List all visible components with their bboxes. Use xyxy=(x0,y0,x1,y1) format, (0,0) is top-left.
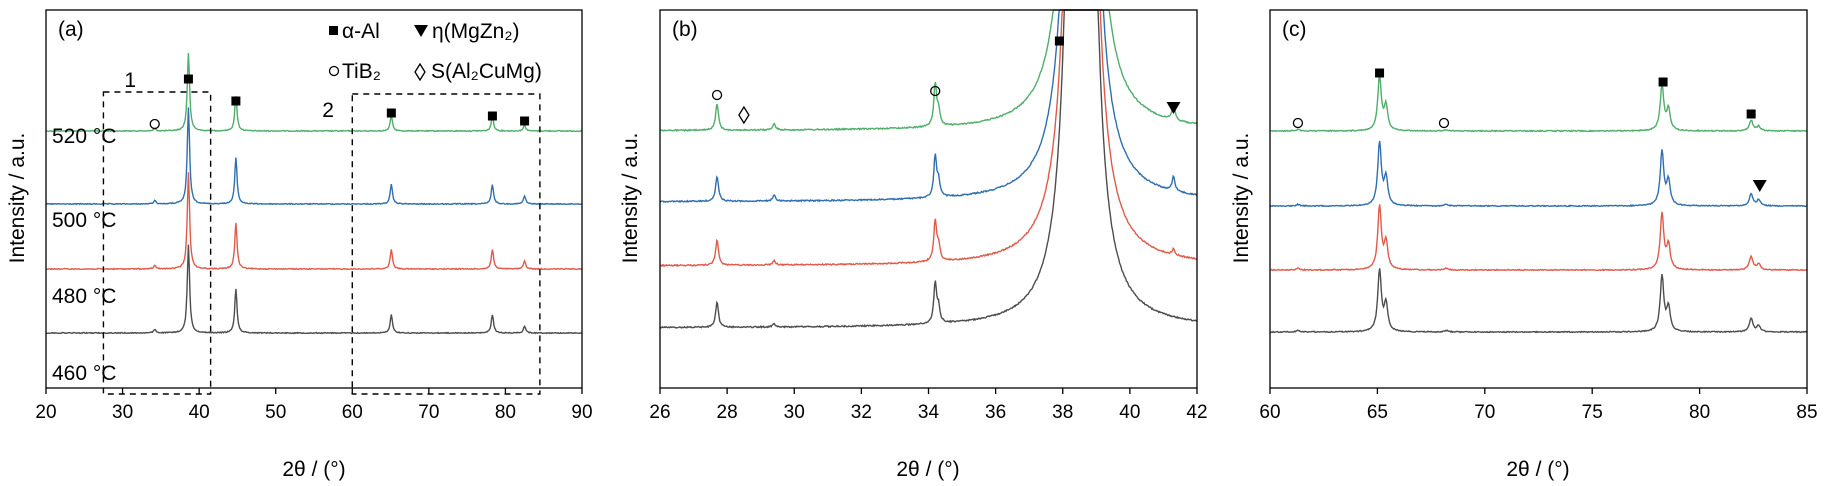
panel-a-xticks: 20 30 40 50 60 70 80 90 xyxy=(35,388,593,423)
panel-a-marker-filled-square-78.3 xyxy=(487,111,497,121)
panel-b-markers xyxy=(711,36,1181,125)
panel-c-marker-open-circle-68.1 xyxy=(1438,117,1450,129)
legend-tib2-marker xyxy=(328,65,340,77)
panel-c-ylabel: Intensity / a.u. xyxy=(1230,133,1253,264)
panel-b-xtick-label-38: 38 xyxy=(1052,402,1073,423)
series-label-480: 480 °C xyxy=(52,285,116,308)
panel-b-xtick-label-42: 42 xyxy=(1186,402,1207,423)
panel-a-marker-filled-square-82.5 xyxy=(520,116,530,126)
panel-a-series-480 xyxy=(46,172,583,271)
dashed-box-2 xyxy=(351,93,541,395)
panel-a-marker-filled-square-38.6 xyxy=(183,74,193,84)
panel-a-xtick-label-40: 40 xyxy=(189,402,210,423)
legend-eta-label: η(MgZn₂) xyxy=(432,20,520,43)
panel-b-frame xyxy=(659,9,1198,389)
series-label-460: 460 °C xyxy=(52,362,116,385)
panel-b: Intensity / a.u. 26 28 30 32 34 36 38 40 42 (b) … xyxy=(619,9,1208,481)
panel-b-xtick-label-28: 28 xyxy=(717,402,738,423)
panel-b-marker-filled-square-37.9 xyxy=(1054,36,1064,46)
panel-a-label: (a) xyxy=(58,18,84,41)
series-label-520: 520 °C xyxy=(52,125,116,148)
panel-b-marker-filled-down-triangle-41.3 xyxy=(1166,102,1181,114)
panel-a-series xyxy=(45,52,583,335)
panel-b-series-500 xyxy=(659,9,1198,203)
panel-a-xtick-label-20: 20 xyxy=(35,402,56,423)
legend-eta-marker xyxy=(414,25,428,37)
panel-b-xticks: 26 28 30 32 34 36 38 40 42 xyxy=(649,388,1208,423)
panel-c-series-480 xyxy=(1269,204,1808,272)
panel-c-series-520 xyxy=(1269,74,1808,133)
panel-a-marker-filled-square-44.8 xyxy=(231,96,241,106)
dashed-box-label-1: 1 xyxy=(124,69,136,92)
panel-b-xtick-label-36: 36 xyxy=(985,402,1006,423)
panel-c-marker-open-circle-61.3 xyxy=(1292,117,1304,129)
panel-a-marker-filled-square-65.1 xyxy=(386,108,396,118)
panel-b-label: (b) xyxy=(672,18,698,41)
panel-c-marker-filled-square-82.4 xyxy=(1746,109,1756,119)
panel-b-marker-open-circle-34.2 xyxy=(930,85,941,97)
series-label-500: 500 °C xyxy=(52,209,116,232)
panel-c-label: (c) xyxy=(1282,18,1307,41)
panel-a-series-460 xyxy=(45,244,582,335)
panel-c-marker-filled-square-78.3 xyxy=(1658,77,1668,87)
panel-c-xtick-label-75: 75 xyxy=(1582,402,1603,423)
legend-s-marker xyxy=(414,62,426,82)
panel-a-xtick-label-80: 80 xyxy=(495,402,516,423)
panel-c-series-460 xyxy=(1269,268,1808,334)
panel-b-xtick-label-32: 32 xyxy=(851,402,872,423)
panel-a-ylabel: Intensity / a.u. xyxy=(6,133,29,264)
panel-a-xlabel: 2θ / (°) xyxy=(282,458,345,481)
panel-c-xtick-label-85: 85 xyxy=(1796,402,1817,423)
panel-b-xtick-label-30: 30 xyxy=(784,402,805,423)
panel-a-xtick-label-50: 50 xyxy=(265,402,286,423)
legend-tib2-label: TiB₂ xyxy=(342,60,381,83)
panel-a-xtick-label-90: 90 xyxy=(571,402,592,423)
panel-c-xtick-label-65: 65 xyxy=(1367,402,1388,423)
panel-a-xtick-label-70: 70 xyxy=(418,402,439,423)
panel-c-xtick-label-80: 80 xyxy=(1689,402,1710,423)
panel-a-markers xyxy=(149,74,530,130)
panel-c-series-500 xyxy=(1269,140,1808,208)
panel-c: Intensity / a.u. 60 65 70 75 80 85 (c) 2θ / (… xyxy=(1230,9,1818,481)
panel-b-marker-open-circle-27.7 xyxy=(711,89,723,101)
panel-c-xtick-label-60: 60 xyxy=(1259,402,1280,423)
panel-c-xlabel: 2θ / (°) xyxy=(1506,458,1569,481)
panel-c-frame xyxy=(1269,9,1808,389)
panel-c-series xyxy=(1269,74,1808,334)
legend-s-label: S(Al₂CuMg) xyxy=(431,60,542,83)
dashed-box-1 xyxy=(102,91,212,395)
panel-c-xtick-label-70: 70 xyxy=(1474,402,1495,423)
panel-b-series-460 xyxy=(659,9,1198,329)
legend-alpha-al-label: α-Al xyxy=(342,20,380,43)
panel-a-xtick-label-60: 60 xyxy=(342,402,363,423)
legend: α-Al η(MgZn₂) TiB₂ S(Al₂CuMg) xyxy=(328,20,542,83)
panel-a-marker-open-circle-34.2 xyxy=(149,118,160,130)
dashed-box-label-2: 2 xyxy=(322,99,334,122)
panel-a: Intensity / a.u. 12 20 30 40 50 60 70 80 90 (a)… xyxy=(6,9,593,481)
panel-b-xtick-label-40: 40 xyxy=(1119,402,1140,423)
legend-alpha-al-marker xyxy=(329,26,338,35)
panel-b-ylabel: Intensity / a.u. xyxy=(619,133,642,264)
panel-b-xtick-label-34: 34 xyxy=(918,402,940,423)
panel-b-series xyxy=(659,9,1198,329)
panel-c-marker-filled-down-triangle-82.8 xyxy=(1752,180,1767,192)
panel-a-series-500 xyxy=(46,107,583,206)
panel-c-marker-filled-square-65.1 xyxy=(1375,68,1385,78)
panel-b-marker-open-diamond-28.5 xyxy=(738,105,750,125)
panel-a-xtick-label-30: 30 xyxy=(112,402,133,423)
panel-b-series-480 xyxy=(659,9,1198,268)
panel-b-xlabel: 2θ / (°) xyxy=(896,458,959,481)
panel-a-frame xyxy=(45,9,583,389)
panel-c-xticks: 60 65 70 75 80 85 xyxy=(1259,388,1818,423)
panel-b-xtick-label-26: 26 xyxy=(649,402,670,423)
panel-c-markers xyxy=(1292,68,1767,192)
panel-a-dashed-boxes: 12 xyxy=(102,69,541,395)
